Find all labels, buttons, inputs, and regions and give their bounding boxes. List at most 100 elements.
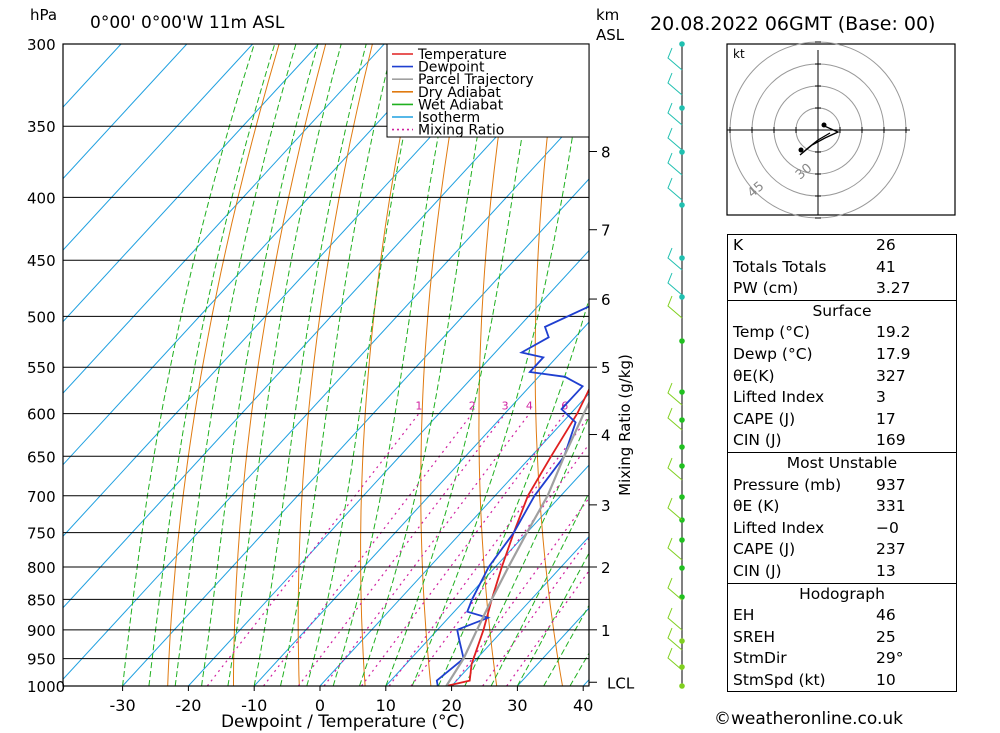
- isotherm-line: [319, 392, 589, 686]
- index-value: 29°: [876, 649, 904, 668]
- index-row: θE (K) 331: [728, 496, 956, 518]
- index-row: SREH 25: [728, 627, 956, 649]
- wet-adiabat-line: [490, 491, 589, 686]
- index-row: StmSpd (kt) 10: [728, 670, 956, 692]
- most-unstable-section-title: Most Unstable: [728, 451, 956, 475]
- wind-level-marker: [679, 444, 685, 450]
- dry-adiabat-line: [642, 44, 694, 686]
- index-row: Lifted Index 3: [728, 387, 956, 409]
- isotherm-line: [188, 249, 589, 686]
- wind-level-marker: [679, 389, 685, 395]
- credit-text: ©weatheronline.co.uk: [714, 709, 904, 729]
- hodograph-unit-label: kt: [733, 47, 745, 61]
- wet-adiabat-line: [253, 44, 367, 686]
- index-value: 937: [876, 475, 906, 494]
- isotherm-line: [63, 44, 122, 108]
- index-row: K 26: [728, 235, 956, 257]
- index-row: Temp (°C) 19.2: [728, 322, 956, 344]
- mixing-ratio-line: [506, 569, 589, 686]
- index-value: 13: [876, 561, 896, 580]
- wet-adiabat-line: [122, 44, 255, 686]
- wind-barb: [667, 152, 683, 176]
- mixing-ratio-axis-title: Mixing Ratio (g/kg): [616, 354, 634, 496]
- index-row: StmDir 29°: [728, 648, 956, 670]
- parcel-trajectory-line: [445, 400, 589, 686]
- wind-barb: [667, 295, 683, 319]
- isotherm-line: [451, 535, 589, 686]
- index-label: CAPE (J): [733, 540, 796, 559]
- temperature-tick-label: 20: [441, 696, 461, 715]
- index-value: 25: [876, 627, 896, 646]
- isotherm-line: [63, 44, 319, 323]
- wind-barb: [667, 127, 683, 151]
- wet-adiabat-line: [148, 44, 276, 686]
- pressure-tick-label: 600: [27, 406, 56, 424]
- mixing-ratio-label: 4: [526, 400, 533, 413]
- wet-adiabat-line: [464, 415, 589, 686]
- wind-barb: [667, 177, 683, 201]
- height-tick-label: 4: [601, 427, 611, 445]
- index-row: θE(K) 327: [728, 366, 956, 388]
- pressure-tick-label: 450: [27, 252, 56, 270]
- temperature-tick-label: 40: [573, 696, 593, 715]
- index-value: 19.2: [876, 323, 911, 342]
- dry-adiabat-line: [167, 44, 280, 686]
- mixing-ratio-line: [451, 497, 589, 686]
- index-label: Dewp (°C): [733, 344, 813, 363]
- index-value: 41: [876, 257, 896, 276]
- height-tick-label: 7: [601, 222, 611, 240]
- index-label: CIN (J): [733, 561, 782, 580]
- index-row: PW (cm) 3.27: [728, 278, 956, 300]
- isotherm-line: [253, 321, 589, 686]
- wet-adiabat-line: [227, 44, 342, 686]
- index-label: Lifted Index: [733, 388, 825, 407]
- index-value: 17: [876, 409, 896, 428]
- mixing-ratio-line: [388, 415, 589, 686]
- mixing-ratio-label: 3: [502, 400, 509, 413]
- isotherm-line: [63, 44, 254, 251]
- isotherm-line: [63, 106, 589, 680]
- storm-motion-marker: [821, 122, 827, 128]
- legend-label: Wet Adiabat: [418, 97, 504, 113]
- pressure-tick-label: 700: [27, 488, 56, 506]
- wind-barb: [667, 577, 683, 601]
- wind-level-marker: [679, 463, 685, 469]
- legend-label: Dewpoint: [418, 60, 485, 76]
- isotherm-line: [63, 44, 385, 394]
- datetime-label: 20.08.2022 06GMT (Base: 00): [650, 13, 935, 35]
- temperature-line: [446, 387, 589, 686]
- index-row: Totals Totals 41: [728, 257, 956, 279]
- isotherm-line: [385, 464, 589, 686]
- temperature-tick-label: -20: [175, 696, 201, 715]
- height-tick-label: 2: [601, 559, 611, 577]
- wind-level-marker: [679, 202, 685, 208]
- pressure-tick-label: 800: [27, 559, 56, 577]
- wind-level-marker: [679, 338, 685, 344]
- hodograph-section-title: Hodograph: [728, 582, 956, 606]
- index-label: K: [733, 236, 744, 254]
- hodograph-trace: [799, 124, 840, 156]
- height-tick-label: 1: [601, 622, 611, 640]
- wind-barb: [667, 72, 683, 96]
- pressure-tick-label: 950: [27, 651, 56, 669]
- height-tick-label: LCL: [607, 674, 635, 692]
- legend-label: Isotherm: [418, 110, 480, 126]
- pressure-tick-label: 400: [27, 189, 56, 207]
- wet-adiabat-line: [306, 44, 424, 686]
- index-value: 331: [876, 497, 906, 516]
- temperature-tick-label: 30: [507, 696, 527, 715]
- index-row: Dewp (°C) 17.9: [728, 344, 956, 366]
- wind-barb: [667, 537, 683, 561]
- wet-adiabat-line: [543, 604, 589, 686]
- index-value: 169: [876, 431, 906, 450]
- mixing-ratio-label: 15: [643, 400, 657, 413]
- wet-adiabat-line: [174, 44, 297, 686]
- wind-level-marker: [679, 537, 685, 543]
- wet-adiabat-line: [516, 552, 589, 686]
- wind-barb: [667, 47, 683, 71]
- temperature-tick-label: 0: [315, 696, 325, 715]
- wind-level-marker: [679, 565, 685, 571]
